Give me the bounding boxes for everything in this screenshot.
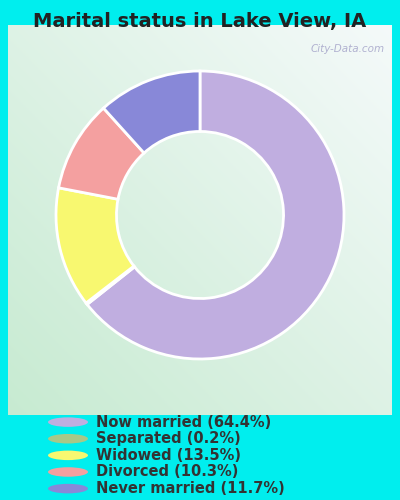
Text: Separated (0.2%): Separated (0.2%) xyxy=(96,431,241,446)
Circle shape xyxy=(48,450,88,460)
Text: Divorced (10.3%): Divorced (10.3%) xyxy=(96,464,238,479)
Wedge shape xyxy=(56,188,134,303)
Wedge shape xyxy=(86,266,134,304)
Wedge shape xyxy=(58,108,144,199)
Text: Never married (11.7%): Never married (11.7%) xyxy=(96,481,285,496)
Text: Widowed (13.5%): Widowed (13.5%) xyxy=(96,448,241,463)
Text: Now married (64.4%): Now married (64.4%) xyxy=(96,414,271,430)
Circle shape xyxy=(48,434,88,444)
Text: City-Data.com: City-Data.com xyxy=(310,44,384,54)
Circle shape xyxy=(48,484,88,494)
Circle shape xyxy=(48,418,88,427)
Circle shape xyxy=(48,467,88,476)
Text: Marital status in Lake View, IA: Marital status in Lake View, IA xyxy=(33,12,367,32)
Wedge shape xyxy=(87,71,344,359)
Wedge shape xyxy=(104,71,200,153)
